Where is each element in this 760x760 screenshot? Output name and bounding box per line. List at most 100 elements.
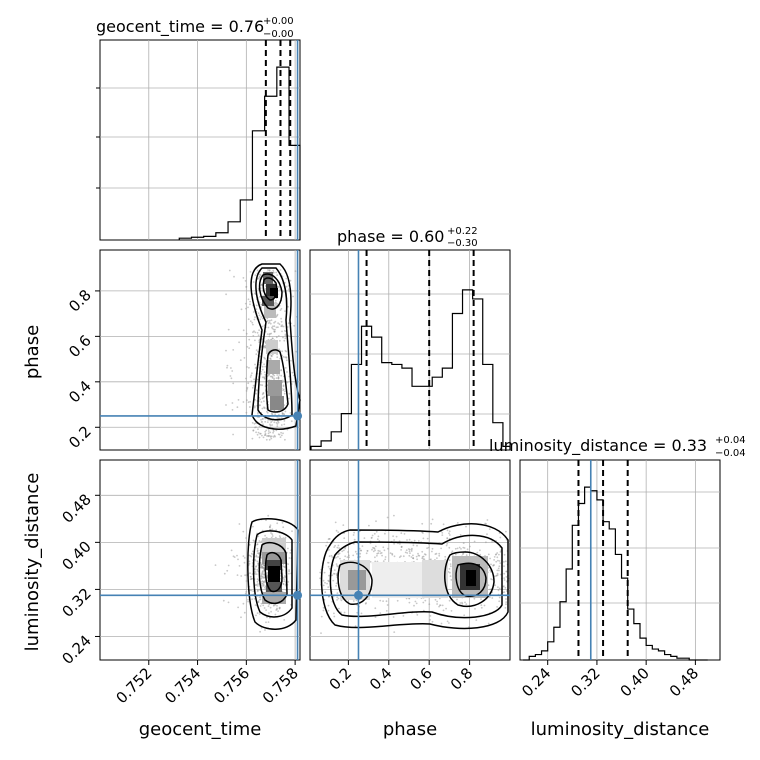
- sample-point: [271, 377, 274, 379]
- sample-point: [347, 551, 349, 553]
- y-tick-label: 0.24: [58, 632, 94, 668]
- sample-point: [382, 560, 385, 562]
- y-tick-label: 0.32: [58, 585, 94, 621]
- sample-point: [338, 547, 341, 550]
- sample-point: [496, 556, 499, 559]
- sample-point: [245, 411, 248, 414]
- x-tick-label: 0.24: [518, 664, 554, 700]
- sample-point: [374, 607, 377, 610]
- sample-point: [377, 549, 380, 552]
- sample-point: [503, 591, 506, 593]
- sample-point: [254, 339, 256, 342]
- sample-point: [487, 553, 490, 556]
- sample-point: [261, 566, 264, 569]
- sample-point: [412, 554, 414, 557]
- sample-point: [267, 514, 270, 517]
- sample-point: [343, 611, 346, 614]
- sample-point: [260, 581, 263, 583]
- y-ticks-empty: [96, 87, 100, 189]
- sample-point: [263, 607, 266, 609]
- sample-point: [336, 599, 338, 601]
- sample-point: [328, 549, 330, 551]
- density-cell: [270, 288, 278, 298]
- sample-point: [366, 550, 369, 552]
- sample-point: [255, 349, 258, 351]
- sample-point: [247, 600, 250, 603]
- sample-point: [242, 530, 245, 533]
- sample-point: [266, 421, 269, 423]
- sample-point: [377, 535, 380, 538]
- sample-point: [421, 550, 424, 553]
- sample-point: [377, 552, 380, 555]
- sample-point: [275, 377, 278, 379]
- sample-point: [421, 522, 424, 525]
- sample-point: [256, 568, 259, 571]
- sample-point: [393, 631, 396, 633]
- sample-point: [408, 601, 411, 604]
- sample-point: [333, 612, 335, 615]
- sample-point: [261, 325, 264, 328]
- sample-point: [319, 577, 321, 580]
- sample-point: [335, 585, 337, 587]
- sample-point: [254, 363, 256, 366]
- sample-point: [338, 552, 341, 555]
- sample-point: [248, 562, 251, 565]
- sample-point: [252, 590, 255, 593]
- sample-point: [384, 558, 387, 561]
- sample-point: [430, 522, 433, 525]
- sample-point: [400, 549, 402, 551]
- sample-point: [282, 336, 284, 339]
- sample-point: [230, 367, 232, 369]
- sample-point: [225, 349, 227, 352]
- sample-point: [281, 330, 283, 333]
- sample-point: [228, 269, 231, 272]
- sample-point: [239, 359, 242, 361]
- sample-point: [258, 613, 261, 615]
- sample-point: [280, 424, 283, 426]
- sample-point: [446, 542, 449, 545]
- sample-point: [273, 325, 276, 328]
- sample-point: [282, 325, 285, 328]
- sample-point: [289, 412, 292, 414]
- sample-point: [495, 560, 498, 563]
- sample-point: [424, 599, 427, 602]
- sample-point: [279, 357, 281, 360]
- sample-point: [465, 525, 467, 528]
- sample-point: [242, 401, 245, 403]
- sample-point: [503, 579, 506, 581]
- sample-point: [260, 421, 263, 423]
- sample-point: [267, 326, 270, 329]
- sample-point: [363, 537, 366, 539]
- hist-step: [523, 486, 708, 661]
- sample-point: [375, 530, 378, 533]
- sample-point: [272, 328, 275, 331]
- sample-point: [261, 418, 264, 420]
- sample-point: [319, 571, 322, 574]
- sample-point: [269, 606, 272, 609]
- sample-point: [479, 553, 482, 556]
- sample-point: [267, 419, 269, 421]
- sample-point: [277, 376, 280, 379]
- sample-point: [252, 525, 254, 528]
- sample-point: [460, 548, 462, 550]
- sample-point: [429, 619, 431, 621]
- sample-point: [463, 614, 466, 617]
- sample-point: [266, 575, 268, 577]
- sample-point: [344, 555, 347, 558]
- sample-point: [431, 550, 433, 553]
- sample-point: [270, 355, 273, 358]
- sample-point: [260, 563, 263, 566]
- sample-point: [255, 366, 257, 369]
- sample-point: [251, 386, 254, 389]
- sample-point: [344, 547, 346, 550]
- sample-point: [374, 616, 377, 618]
- sample-point: [256, 543, 259, 546]
- title-geocent-time: geocent_time = 0.76 +0.00 −0.00: [96, 16, 294, 40]
- sample-point: [242, 277, 245, 279]
- sample-point: [503, 577, 506, 579]
- sample-point: [503, 572, 506, 575]
- sample-point: [232, 382, 235, 385]
- sample-point: [261, 582, 264, 585]
- sample-point: [244, 574, 247, 577]
- sample-point: [250, 374, 253, 377]
